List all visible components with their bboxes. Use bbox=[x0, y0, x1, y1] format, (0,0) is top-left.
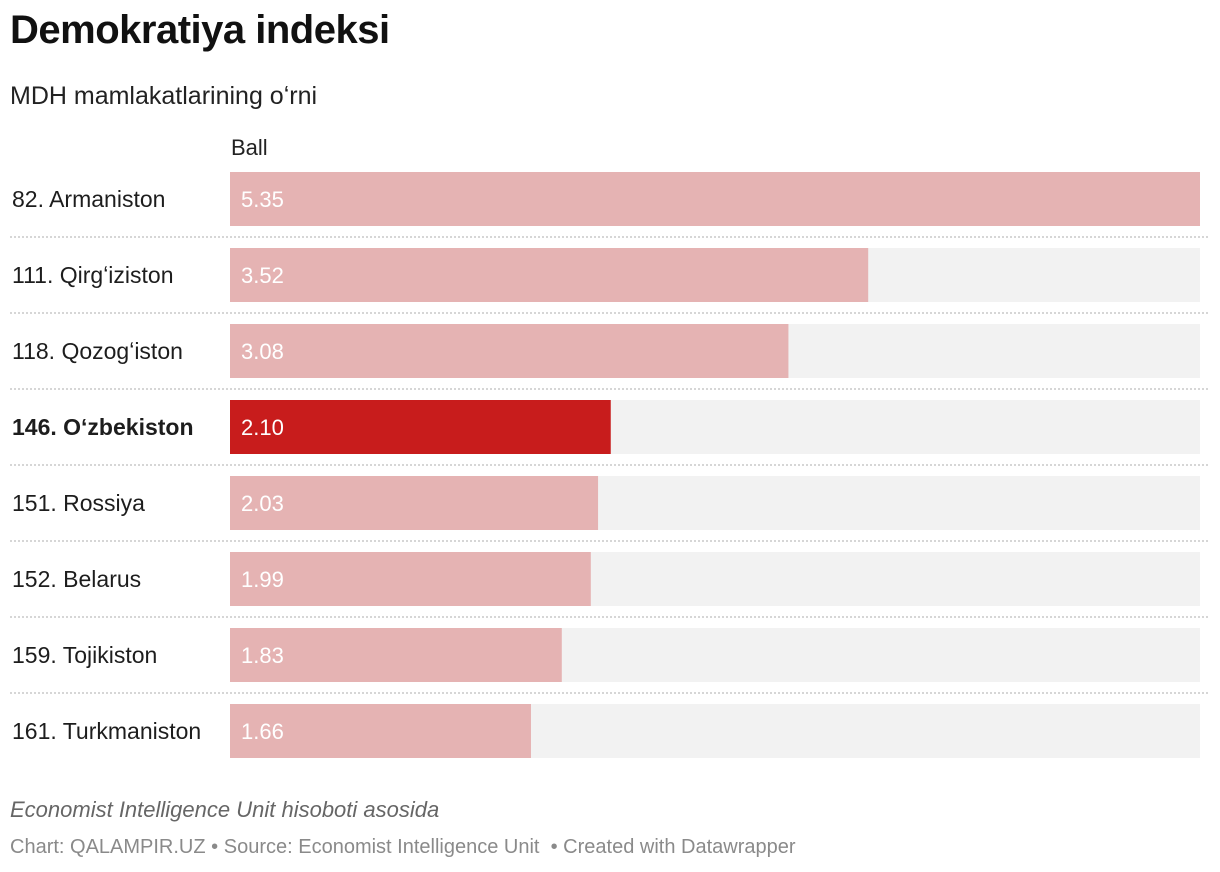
bar bbox=[230, 172, 1200, 226]
bar-value-label: 3.52 bbox=[241, 263, 284, 288]
category-label: 111. Qirgʻiziston bbox=[12, 262, 174, 288]
footer-separator-2: • bbox=[550, 836, 558, 858]
category-label: 146. Oʻzbekiston bbox=[12, 414, 194, 440]
bar-value-label: 1.83 bbox=[241, 643, 284, 668]
footer-chart-by: Chart: QALAMPIR.UZ bbox=[10, 836, 206, 858]
category-label: 161. Turkmaniston bbox=[12, 718, 201, 744]
bar bbox=[230, 628, 562, 682]
chart-note: Economist Intelligence Unit hisoboti aso… bbox=[10, 797, 440, 822]
chart-footer: Chart: QALAMPIR.UZ • Source: Economist I… bbox=[10, 836, 796, 859]
chart-subtitle: MDH mamlakatlarining oʻrni bbox=[10, 82, 318, 110]
bar-value-label: 3.08 bbox=[241, 339, 284, 364]
footer-created-with: Created with Datawrapper bbox=[563, 836, 796, 858]
category-label: 159. Tojikiston bbox=[12, 642, 157, 668]
bar bbox=[230, 248, 869, 302]
bar-value-label: 5.35 bbox=[241, 187, 284, 212]
bar bbox=[230, 476, 599, 530]
bar-value-label: 1.99 bbox=[241, 567, 284, 592]
footer-separator-1: • bbox=[211, 836, 219, 858]
bar bbox=[230, 704, 531, 758]
bar-value-label: 1.66 bbox=[241, 719, 284, 744]
bar bbox=[230, 552, 591, 606]
category-label: 151. Rossiya bbox=[12, 490, 145, 516]
category-label: 152. Belarus bbox=[12, 566, 141, 592]
bar bbox=[230, 400, 611, 454]
category-label: 82. Armaniston bbox=[12, 186, 165, 212]
value-column-header: Ball bbox=[231, 135, 268, 160]
bar-value-label: 2.10 bbox=[241, 415, 284, 440]
category-label: 118. Qozogʻiston bbox=[12, 338, 183, 364]
footer-source: Source: Economist Intelligence Unit bbox=[223, 836, 540, 858]
chart-title: Demokratiya indeksi bbox=[10, 8, 390, 52]
bar bbox=[230, 324, 789, 378]
bar-value-label: 2.03 bbox=[241, 491, 284, 516]
